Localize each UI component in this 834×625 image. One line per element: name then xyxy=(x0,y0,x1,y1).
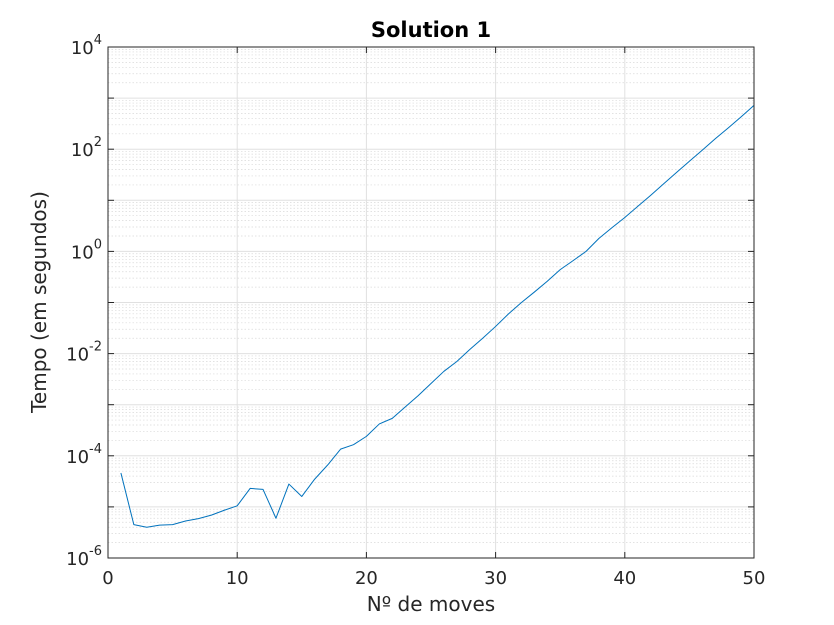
x-tick-label: 30 xyxy=(484,568,507,589)
x-tick-label: 10 xyxy=(226,568,249,589)
x-tick-label: 0 xyxy=(102,568,113,589)
series-line xyxy=(120,105,755,528)
y-tick-label: 10-2 xyxy=(66,340,102,366)
y-tick-label: 100 xyxy=(71,237,102,263)
x-tick-label: 50 xyxy=(743,568,766,589)
y-axis-tick-labels: 10-6 10-4 10-2 100 102 104 xyxy=(66,33,102,570)
axis-ticks xyxy=(107,46,755,559)
y-tick-label: 104 xyxy=(71,33,102,59)
minor-grid xyxy=(108,48,754,543)
x-axis-tick-labels: 0 10 20 30 40 50 xyxy=(102,568,765,589)
y-tick-label: 10-6 xyxy=(66,544,102,570)
y-axis-label: Tempo (em segundos) xyxy=(27,191,51,414)
x-tick-label: 40 xyxy=(613,568,636,589)
y-tick-label: 10-4 xyxy=(66,442,102,468)
chart-title: Solution 1 xyxy=(371,18,491,42)
series-layer xyxy=(120,105,755,528)
x-tick-label: 20 xyxy=(355,568,378,589)
x-axis-label: Nº de moves xyxy=(367,592,495,616)
y-tick-label: 102 xyxy=(71,135,102,161)
